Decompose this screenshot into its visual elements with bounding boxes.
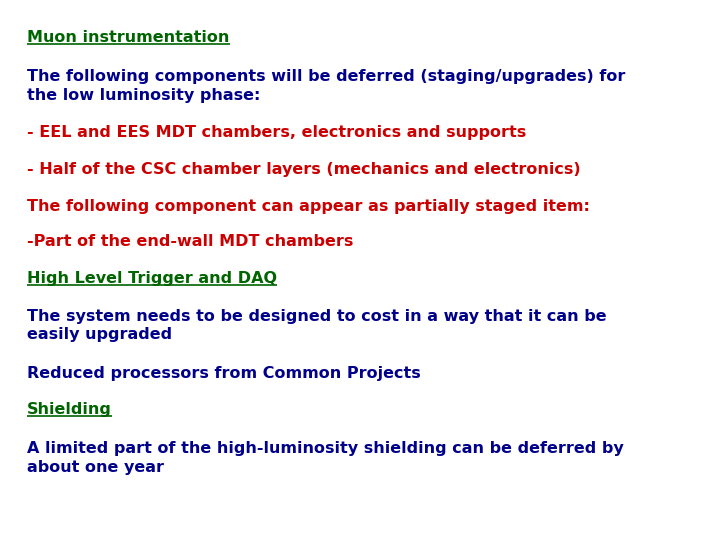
Text: Shielding: Shielding: [27, 402, 112, 417]
Text: A limited part of the high-luminosity shielding can be deferred by
about one yea: A limited part of the high-luminosity sh…: [27, 441, 624, 475]
Text: The following components will be deferred (staging/upgrades) for
the low luminos: The following components will be deferre…: [27, 69, 626, 103]
Text: Muon instrumentation: Muon instrumentation: [27, 30, 230, 45]
Text: High Level Trigger and DAQ: High Level Trigger and DAQ: [27, 271, 277, 286]
Text: The following component can appear as partially staged item:: The following component can appear as pa…: [27, 199, 590, 214]
Text: -Part of the end-wall MDT chambers: -Part of the end-wall MDT chambers: [27, 234, 354, 249]
Text: - EEL and EES MDT chambers, electronics and supports: - EEL and EES MDT chambers, electronics …: [27, 125, 526, 140]
Text: The system needs to be designed to cost in a way that it can be
easily upgraded: The system needs to be designed to cost …: [27, 309, 607, 342]
Text: Reduced processors from Common Projects: Reduced processors from Common Projects: [27, 366, 421, 381]
Text: - Half of the CSC chamber layers (mechanics and electronics): - Half of the CSC chamber layers (mechan…: [27, 162, 581, 177]
